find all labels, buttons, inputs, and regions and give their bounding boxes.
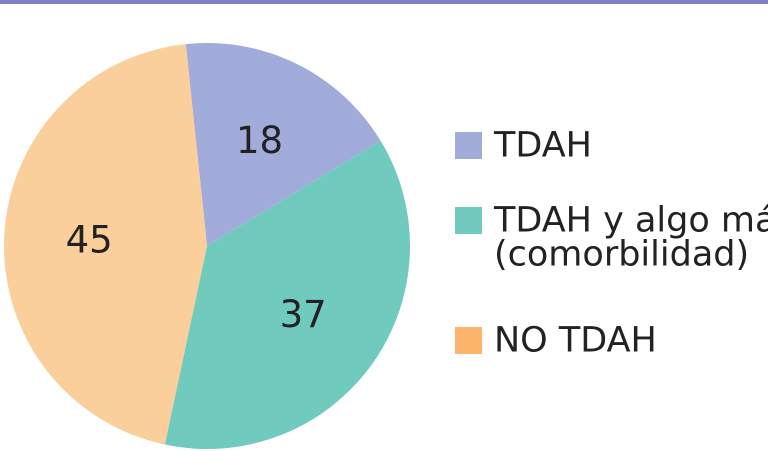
legend-swatch-1 <box>455 132 482 159</box>
legend: TDAH TDAH y algo más(comorbilidad) NO TDAH <box>455 126 768 361</box>
legend-label-2-line-1: TDAH y algo más <box>493 201 768 241</box>
pie-data-label-1: 18 <box>236 119 283 162</box>
pie-slice-3 <box>4 44 208 445</box>
pie-data-label-2: 37 <box>280 293 327 336</box>
legend-label-1: TDAH <box>493 126 592 166</box>
legend-label-2-line-2: (comorbilidad) <box>494 235 749 275</box>
legend-swatch-3 <box>455 327 482 354</box>
pie-data-labels: 18 37 45 <box>66 119 327 336</box>
pie-data-label-3: 45 <box>66 218 113 261</box>
header-rule <box>0 0 768 4</box>
pie-slice-2 <box>164 140 410 449</box>
legend-label-3: NO TDAH <box>494 321 657 361</box>
legend-swatch-2 <box>455 207 482 234</box>
pie-slices <box>4 42 410 449</box>
pie-slice-1 <box>185 42 381 246</box>
